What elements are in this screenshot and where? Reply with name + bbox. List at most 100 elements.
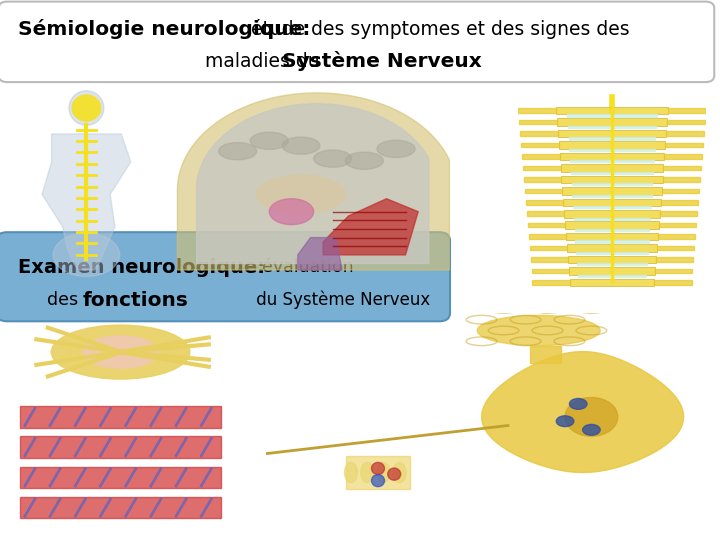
Polygon shape	[567, 244, 657, 252]
Polygon shape	[659, 223, 696, 227]
Polygon shape	[346, 456, 410, 489]
Polygon shape	[655, 269, 693, 273]
Polygon shape	[564, 210, 660, 218]
Polygon shape	[572, 194, 652, 197]
FancyBboxPatch shape	[0, 2, 714, 82]
Polygon shape	[528, 223, 565, 227]
Polygon shape	[323, 199, 418, 255]
Polygon shape	[531, 269, 569, 273]
Polygon shape	[566, 233, 658, 240]
Ellipse shape	[219, 143, 256, 160]
Polygon shape	[42, 134, 131, 270]
Text: Sémiologie neurologique:: Sémiologie neurologique:	[18, 19, 310, 39]
Polygon shape	[574, 218, 650, 220]
Ellipse shape	[565, 397, 618, 436]
Polygon shape	[197, 104, 428, 264]
Polygon shape	[576, 252, 648, 254]
Polygon shape	[572, 183, 652, 185]
Polygon shape	[665, 154, 702, 159]
Text: étude des symptomes et des signes des: étude des symptomes et des signes des	[239, 19, 630, 39]
Ellipse shape	[387, 468, 400, 480]
Ellipse shape	[314, 150, 351, 167]
Ellipse shape	[256, 175, 346, 214]
Text: du Système Nerveux: du Système Nerveux	[251, 291, 430, 309]
Polygon shape	[530, 246, 567, 251]
Polygon shape	[519, 120, 557, 124]
Polygon shape	[567, 114, 657, 117]
Polygon shape	[568, 256, 656, 264]
Polygon shape	[569, 267, 655, 275]
Polygon shape	[562, 187, 662, 194]
Polygon shape	[664, 166, 701, 170]
Polygon shape	[577, 264, 647, 266]
Ellipse shape	[251, 132, 288, 150]
Polygon shape	[665, 143, 703, 147]
Polygon shape	[522, 154, 559, 159]
Polygon shape	[661, 200, 698, 205]
Polygon shape	[518, 109, 556, 113]
Polygon shape	[482, 352, 684, 472]
Polygon shape	[527, 212, 564, 216]
Polygon shape	[177, 93, 449, 270]
Polygon shape	[20, 406, 222, 428]
Polygon shape	[666, 131, 703, 136]
Polygon shape	[560, 164, 664, 172]
Ellipse shape	[53, 233, 120, 276]
Polygon shape	[657, 246, 694, 251]
FancyBboxPatch shape	[0, 232, 450, 321]
Ellipse shape	[344, 462, 358, 483]
Ellipse shape	[557, 416, 574, 427]
Polygon shape	[523, 166, 560, 170]
Polygon shape	[20, 497, 222, 518]
Ellipse shape	[72, 95, 101, 121]
Ellipse shape	[372, 475, 384, 487]
Ellipse shape	[477, 315, 600, 346]
Ellipse shape	[51, 325, 190, 379]
Ellipse shape	[393, 462, 406, 483]
Polygon shape	[570, 149, 654, 151]
Polygon shape	[559, 153, 665, 160]
Polygon shape	[528, 234, 566, 239]
Ellipse shape	[570, 399, 587, 409]
Polygon shape	[526, 200, 563, 205]
Ellipse shape	[69, 91, 104, 125]
Polygon shape	[20, 436, 222, 458]
Ellipse shape	[582, 424, 600, 435]
Polygon shape	[575, 229, 649, 231]
Text: des: des	[47, 291, 84, 309]
Ellipse shape	[372, 462, 384, 475]
Polygon shape	[556, 107, 668, 114]
Polygon shape	[530, 346, 561, 363]
Polygon shape	[654, 280, 692, 285]
Polygon shape	[573, 206, 651, 208]
Polygon shape	[531, 257, 568, 262]
Polygon shape	[521, 131, 558, 136]
Polygon shape	[660, 212, 697, 216]
Polygon shape	[570, 160, 654, 163]
Polygon shape	[571, 172, 653, 174]
Polygon shape	[668, 109, 706, 113]
Polygon shape	[658, 234, 696, 239]
Polygon shape	[570, 279, 654, 286]
Text: fonctions: fonctions	[83, 291, 189, 310]
Polygon shape	[557, 118, 667, 126]
Polygon shape	[298, 238, 342, 270]
Polygon shape	[558, 130, 666, 137]
Polygon shape	[667, 120, 705, 124]
Polygon shape	[575, 240, 649, 242]
Polygon shape	[521, 143, 559, 147]
Polygon shape	[662, 177, 700, 181]
Ellipse shape	[346, 152, 383, 170]
Polygon shape	[577, 275, 647, 277]
Text: évaluation: évaluation	[251, 258, 354, 276]
Polygon shape	[563, 199, 661, 206]
Ellipse shape	[377, 462, 390, 483]
Polygon shape	[559, 141, 665, 149]
Text: maladies du: maladies du	[205, 51, 326, 71]
Polygon shape	[532, 280, 570, 285]
Polygon shape	[20, 467, 222, 488]
Polygon shape	[656, 257, 693, 262]
Polygon shape	[569, 137, 655, 139]
Ellipse shape	[282, 137, 320, 154]
Ellipse shape	[377, 140, 415, 158]
